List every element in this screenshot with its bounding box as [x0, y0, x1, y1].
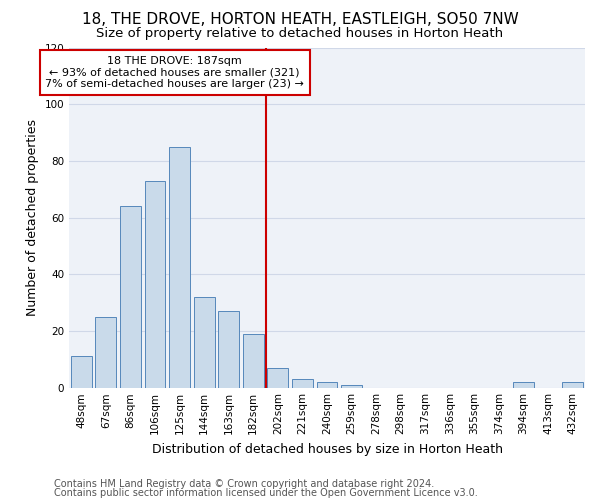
Bar: [71, 356, 92, 388]
Bar: [95, 316, 116, 388]
Bar: [562, 382, 583, 388]
X-axis label: Distribution of detached houses by size in Horton Heath: Distribution of detached houses by size …: [151, 443, 503, 456]
Bar: [120, 206, 141, 388]
Bar: [243, 334, 264, 388]
Text: 18, THE DROVE, HORTON HEATH, EASTLEIGH, SO50 7NW: 18, THE DROVE, HORTON HEATH, EASTLEIGH, …: [82, 12, 518, 28]
Text: 18 THE DROVE: 187sqm
← 93% of detached houses are smaller (321)
7% of semi-detac: 18 THE DROVE: 187sqm ← 93% of detached h…: [45, 56, 304, 89]
Bar: [145, 180, 166, 388]
Text: Contains HM Land Registry data © Crown copyright and database right 2024.: Contains HM Land Registry data © Crown c…: [54, 479, 434, 489]
Bar: [317, 382, 337, 388]
Y-axis label: Number of detached properties: Number of detached properties: [26, 119, 39, 316]
Bar: [292, 379, 313, 388]
Bar: [194, 297, 215, 388]
Bar: [341, 384, 362, 388]
Bar: [513, 382, 534, 388]
Bar: [169, 146, 190, 388]
Text: Contains public sector information licensed under the Open Government Licence v3: Contains public sector information licen…: [54, 488, 478, 498]
Bar: [268, 368, 289, 388]
Bar: [218, 311, 239, 388]
Text: Size of property relative to detached houses in Horton Heath: Size of property relative to detached ho…: [97, 28, 503, 40]
